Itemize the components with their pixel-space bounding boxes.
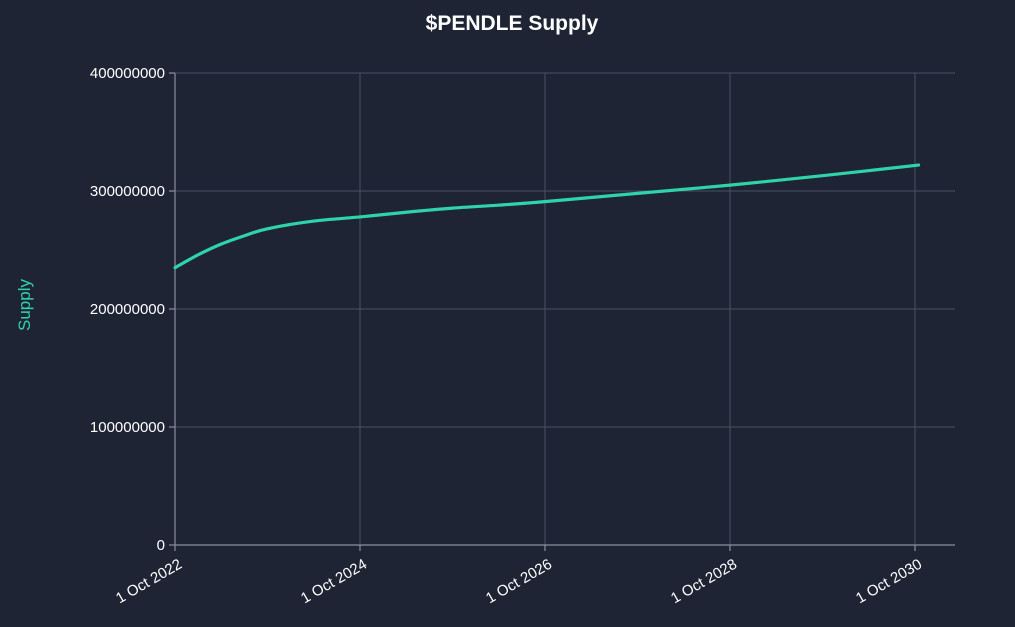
chart-title: $PENDLE Supply: [426, 12, 599, 35]
series: [173, 163, 921, 270]
x-tick-label: 1 Oct 2028: [668, 556, 740, 607]
x-tick-label: 1 Oct 2022: [113, 556, 185, 607]
y-tick-label: 200000000: [90, 301, 165, 318]
x-tick-label: 1 Oct 2030: [853, 556, 925, 607]
axes: [169, 72, 955, 551]
y-axis-label: Supply: [15, 279, 34, 331]
tick-labels: 0 100000000 200000000 300000000 400000000 1 O…: [90, 65, 925, 607]
y-tick-label: 100000000: [90, 419, 165, 436]
y-tick-label: 400000000: [90, 65, 165, 82]
supply-series-line: [173, 163, 921, 270]
grid: [175, 72, 955, 545]
y-tick-label: 0: [157, 537, 165, 554]
y-tick-label: 300000000: [90, 183, 165, 200]
x-tick-label: 1 Oct 2026: [483, 556, 555, 607]
x-tick-label: 1 Oct 2024: [298, 556, 370, 607]
